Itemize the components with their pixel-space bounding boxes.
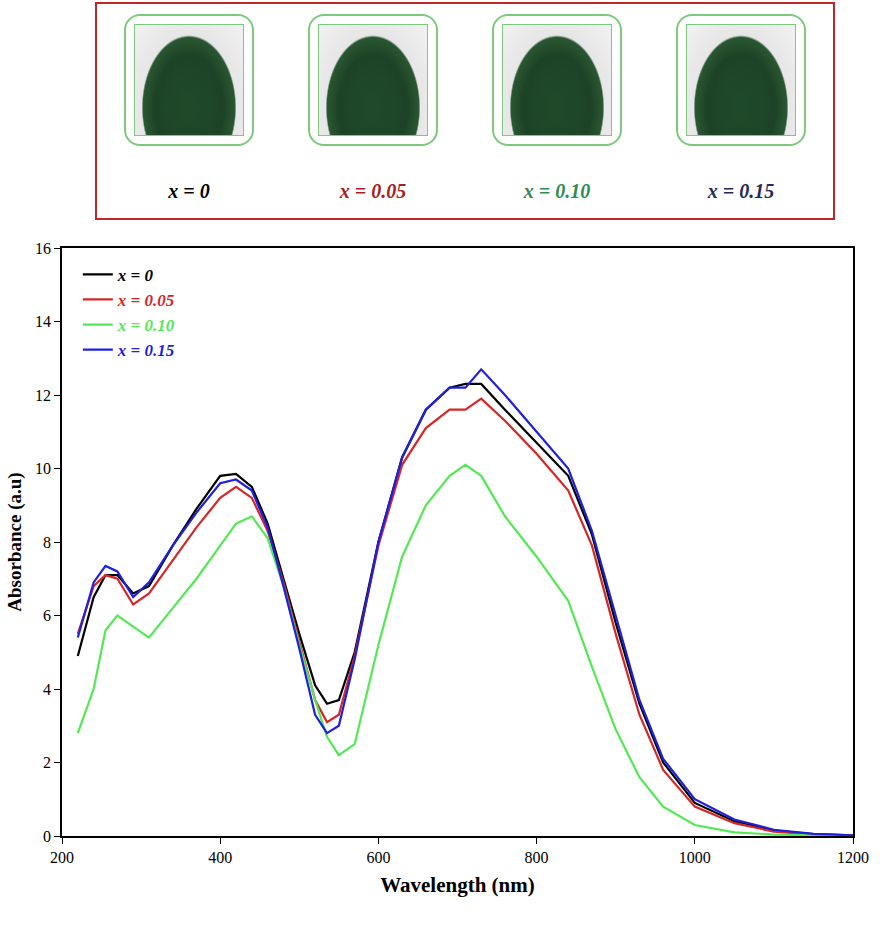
svg-text:Absorbance (a.u): Absorbance (a.u): [4, 472, 26, 611]
svg-text:Wavelength (nm): Wavelength (nm): [380, 873, 535, 897]
svg-text:4: 4: [43, 681, 51, 698]
svg-text:1000: 1000: [679, 849, 711, 866]
svg-text:2: 2: [43, 754, 51, 771]
svg-text:0: 0: [43, 828, 51, 845]
html-text:x = 0.15: x = 0.15: [707, 180, 775, 202]
html-text:x = 0.05: x = 0.05: [339, 180, 407, 202]
svg-text:600: 600: [366, 849, 390, 866]
svg-text:x = 0: x = 0: [117, 266, 154, 285]
svg-text:8: 8: [43, 534, 51, 551]
svg-text:x = 0.05: x = 0.05: [117, 291, 175, 310]
svg-text:800: 800: [525, 849, 549, 866]
svg-text:10: 10: [35, 460, 51, 477]
svg-text:12: 12: [35, 387, 51, 404]
svg-text:14: 14: [35, 313, 51, 330]
svg-text:1200: 1200: [837, 849, 869, 866]
html-text:x = 0: x = 0: [168, 180, 210, 202]
svg-text:16: 16: [35, 240, 51, 257]
html-text:x = 0.10: x = 0.10: [523, 180, 591, 202]
svg-text:400: 400: [208, 849, 232, 866]
svg-text:x = 0.15: x = 0.15: [117, 341, 175, 360]
svg-text:6: 6: [43, 607, 51, 624]
svg-text:x = 0.10: x = 0.10: [117, 316, 175, 335]
svg-text:200: 200: [50, 849, 74, 866]
